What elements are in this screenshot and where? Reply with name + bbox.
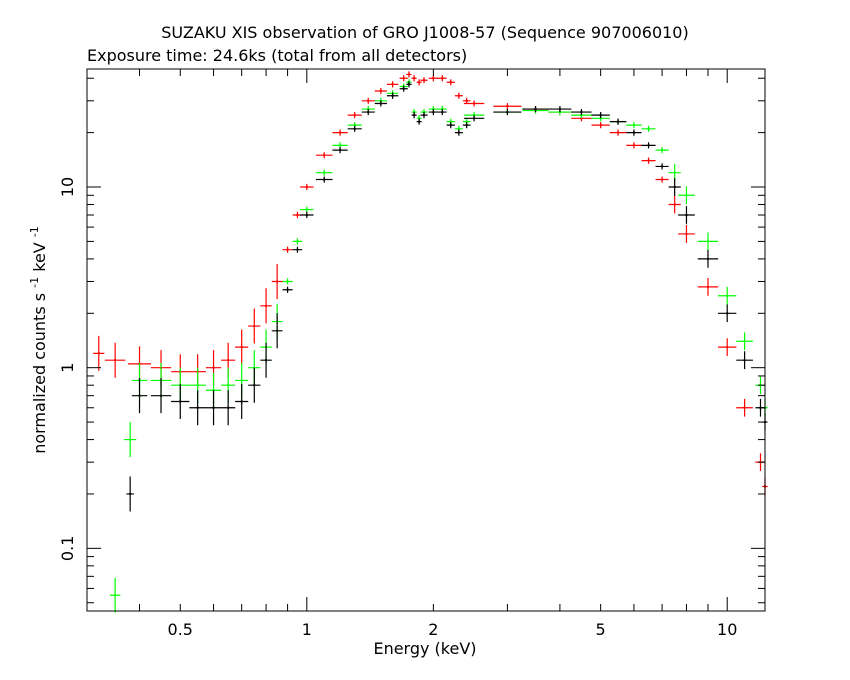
series-3 bbox=[126, 81, 768, 512]
series-2 bbox=[109, 79, 768, 613]
series-line bbox=[126, 81, 768, 512]
x-tick-label: 5 bbox=[596, 620, 606, 639]
y-label-sup1: -1 bbox=[28, 277, 41, 288]
y-tick-label: 0.1 bbox=[58, 536, 77, 561]
data-series-layer bbox=[93, 71, 768, 613]
axis-ticks: 0.5 1 2 5 10 0.1 1 10 bbox=[58, 69, 765, 639]
y-label-mid: keV bbox=[30, 242, 49, 272]
chart-title: SUZAKU XIS observation of GRO J1008-57 (… bbox=[161, 23, 688, 42]
y-axis-label: normalized counts s -1 keV -1 bbox=[23, 226, 49, 454]
x-tick-label: 10 bbox=[717, 620, 737, 639]
series-1 bbox=[93, 71, 768, 496]
x-axis-label: Energy (keV) bbox=[373, 639, 476, 658]
y-label-sup2: -1 bbox=[28, 226, 41, 237]
y-tick-label: 10 bbox=[58, 177, 77, 197]
x-tick-label: 2 bbox=[428, 620, 438, 639]
chart-subtitle: Exposure time: 24.6ks (total from all de… bbox=[87, 46, 467, 65]
x-tick-label: 1 bbox=[302, 620, 312, 639]
series-line bbox=[93, 71, 768, 496]
series-line bbox=[109, 79, 768, 613]
plot-frame bbox=[86, 68, 766, 612]
y-tick-label: 1 bbox=[58, 363, 77, 373]
y-label-main: normalized counts s bbox=[30, 293, 49, 454]
x-tick-label: 0.5 bbox=[168, 620, 193, 639]
